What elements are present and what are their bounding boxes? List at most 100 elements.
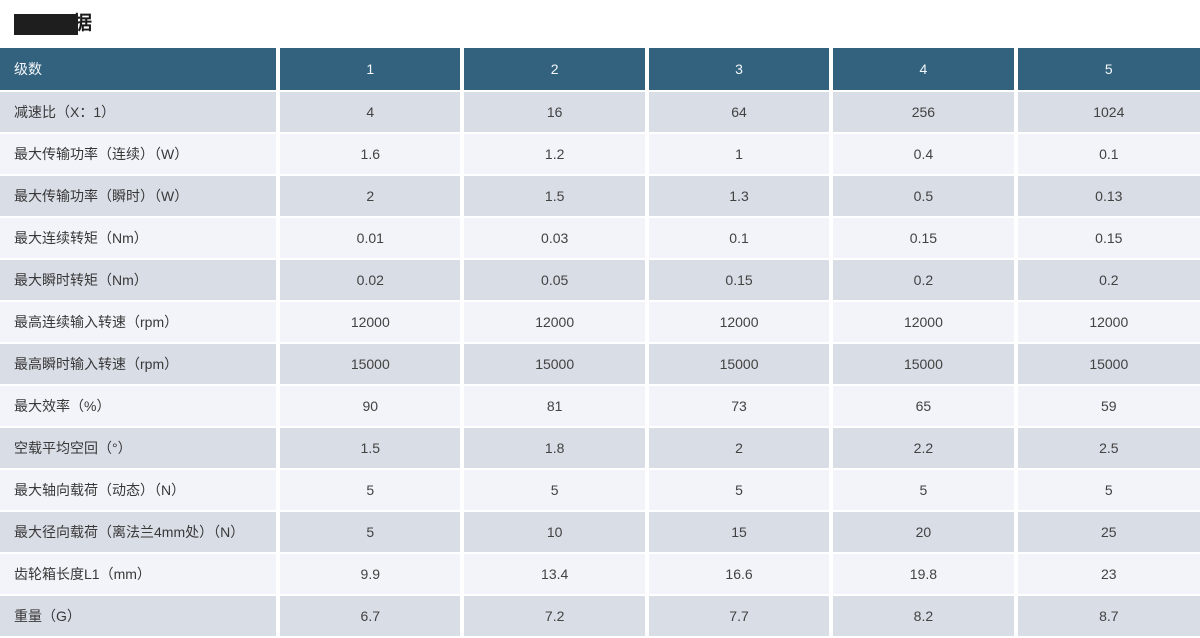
table-cell: 15000 bbox=[460, 342, 647, 385]
table-cell: 1.3 bbox=[644, 174, 832, 217]
table-cell: 0.01 bbox=[276, 216, 463, 259]
column-header-4: 4 bbox=[829, 48, 1016, 91]
table-cell: 0.1 bbox=[1013, 132, 1200, 175]
table-cell: 5 bbox=[276, 510, 463, 553]
table-cell: 0.15 bbox=[644, 258, 832, 301]
row-label: 齿轮箱长度L1（mm） bbox=[0, 552, 279, 595]
table-cell: 4 bbox=[276, 90, 463, 133]
row-label: 重量（G） bbox=[0, 594, 279, 636]
table-cell: 15 bbox=[644, 510, 832, 553]
table-cell: 0.5 bbox=[829, 174, 1016, 217]
table-cell: 1.2 bbox=[460, 132, 647, 175]
table-cell: 256 bbox=[829, 90, 1016, 133]
row-label: 最大轴向载荷（动态）（N） bbox=[0, 468, 279, 511]
table-row: 最大传输功率（瞬时）（W） 2 1.5 1.3 0.5 0.13 bbox=[0, 174, 1200, 217]
table-cell: 19.8 bbox=[829, 552, 1016, 595]
table-cell: 73 bbox=[644, 384, 832, 427]
column-header-2: 2 bbox=[460, 48, 647, 91]
table-cell: 15000 bbox=[644, 342, 832, 385]
table-row: 最高连续输入转速（rpm） 12000 12000 12000 12000 12000 bbox=[0, 300, 1200, 343]
table-cell: 1024 bbox=[1013, 90, 1200, 133]
row-label: 最大效率（%） bbox=[0, 384, 279, 427]
table-cell: 0.15 bbox=[829, 216, 1016, 259]
table-cell: 13.4 bbox=[460, 552, 647, 595]
table-row: 最大连续转矩（Nm） 0.01 0.03 0.1 0.15 0.15 bbox=[0, 216, 1200, 259]
table-cell: 23 bbox=[1013, 552, 1200, 595]
row-label: 最大连续转矩（Nm） bbox=[0, 216, 279, 259]
table-cell: 1.5 bbox=[460, 174, 647, 217]
table-cell: 0.1 bbox=[644, 216, 832, 259]
table-cell: 15000 bbox=[1013, 342, 1200, 385]
table-cell: 2 bbox=[276, 174, 463, 217]
table-cell: 8.7 bbox=[1013, 594, 1200, 636]
table-cell: 15000 bbox=[276, 342, 463, 385]
table-cell: 0.15 bbox=[1013, 216, 1200, 259]
row-label: 最高瞬时输入转速（rpm） bbox=[0, 342, 279, 385]
table-cell: 16.6 bbox=[644, 552, 832, 595]
row-label: 最大瞬时转矩（Nm） bbox=[0, 258, 279, 301]
table-cell: 20 bbox=[829, 510, 1016, 553]
table-cell: 1.5 bbox=[276, 426, 463, 469]
table-cell: 15000 bbox=[829, 342, 1016, 385]
table-row: 最大传输功率（连续）（W） 1.6 1.2 1 0.4 0.1 bbox=[0, 132, 1200, 175]
table-cell: 0.03 bbox=[460, 216, 647, 259]
table-cell: 12000 bbox=[1013, 300, 1200, 343]
table-row: 重量（G） 6.7 7.2 7.7 8.2 8.7 bbox=[0, 594, 1200, 636]
table-cell: 25 bbox=[1013, 510, 1200, 553]
table-row: 齿轮箱长度L1（mm） 9.9 13.4 16.6 19.8 23 bbox=[0, 552, 1200, 595]
row-label: 空载平均空回（°） bbox=[0, 426, 279, 469]
row-label: 最大径向载荷（离法兰4mm处）（N） bbox=[0, 510, 279, 553]
table-cell: 9.9 bbox=[276, 552, 463, 595]
table-row: 最大瞬时转矩（Nm） 0.02 0.05 0.15 0.2 0.2 bbox=[0, 258, 1200, 301]
table-cell: 0.2 bbox=[829, 258, 1016, 301]
column-header-5: 5 bbox=[1013, 48, 1200, 91]
spec-table: 级数 1 2 3 4 5 减速比（X：1） 4 16 64 256 1024 最大传输功率（连续）（W… bbox=[0, 48, 1200, 636]
table-row: 最高瞬时输入转速（rpm） 15000 15000 15000 15000 15000 bbox=[0, 342, 1200, 385]
table-cell: 5 bbox=[644, 468, 832, 511]
table-cell: 6.7 bbox=[276, 594, 463, 636]
table-cell: 1.6 bbox=[276, 132, 463, 175]
table-cell: 16 bbox=[460, 90, 647, 133]
table-cell: 59 bbox=[1013, 384, 1200, 427]
header-label: 级数 bbox=[0, 48, 279, 91]
table-row: 最大径向载荷（离法兰4mm处）（N） 5 10 15 20 25 bbox=[0, 510, 1200, 553]
table-cell: 5 bbox=[829, 468, 1016, 511]
table-cell: 12000 bbox=[276, 300, 463, 343]
table-cell: 0.05 bbox=[460, 258, 647, 301]
table-cell: 65 bbox=[829, 384, 1016, 427]
table-body: 减速比（X：1） 4 16 64 256 1024 最大传输功率（连续）（W） 1.6 1.2 1… bbox=[0, 90, 1200, 636]
table-cell: 1 bbox=[644, 132, 832, 175]
table-cell: 12000 bbox=[829, 300, 1016, 343]
table-cell: 0.02 bbox=[276, 258, 463, 301]
table-cell: 5 bbox=[1013, 468, 1200, 511]
table-row: 最大轴向载荷（动态）（N） 5 5 5 5 5 bbox=[0, 468, 1200, 511]
row-label: 最高连续输入转速（rpm） bbox=[0, 300, 279, 343]
table-cell: 10 bbox=[460, 510, 647, 553]
table-cell: 7.7 bbox=[644, 594, 832, 636]
row-label: 减速比（X：1） bbox=[0, 90, 279, 133]
redaction-box bbox=[14, 13, 78, 35]
table-cell: 81 bbox=[460, 384, 647, 427]
table-row: 减速比（X：1） 4 16 64 256 1024 bbox=[0, 90, 1200, 133]
column-header-1: 1 bbox=[276, 48, 463, 91]
table-cell: 12000 bbox=[644, 300, 832, 343]
table-row: 最大效率（%） 90 81 73 65 59 bbox=[0, 384, 1200, 427]
table-cell: 64 bbox=[644, 90, 832, 133]
row-label: 最大传输功率（连续）（W） bbox=[0, 132, 279, 175]
table-cell: 90 bbox=[276, 384, 463, 427]
page-title: 据 bbox=[14, 12, 92, 36]
table-cell: 0.2 bbox=[1013, 258, 1200, 301]
column-header-3: 3 bbox=[644, 48, 832, 91]
table-cell: 5 bbox=[460, 468, 647, 511]
table-cell: 0.13 bbox=[1013, 174, 1200, 217]
table-cell: 0.4 bbox=[829, 132, 1016, 175]
table-cell: 8.2 bbox=[829, 594, 1016, 636]
table-row: 空载平均空回（°） 1.5 1.8 2 2.2 2.5 bbox=[0, 426, 1200, 469]
table-cell: 5 bbox=[276, 468, 463, 511]
table-header-row: 级数 1 2 3 4 5 bbox=[0, 48, 1200, 91]
table-cell: 2 bbox=[644, 426, 832, 469]
table-cell: 2.2 bbox=[829, 426, 1016, 469]
table-cell: 1.8 bbox=[460, 426, 647, 469]
table-cell: 2.5 bbox=[1013, 426, 1200, 469]
